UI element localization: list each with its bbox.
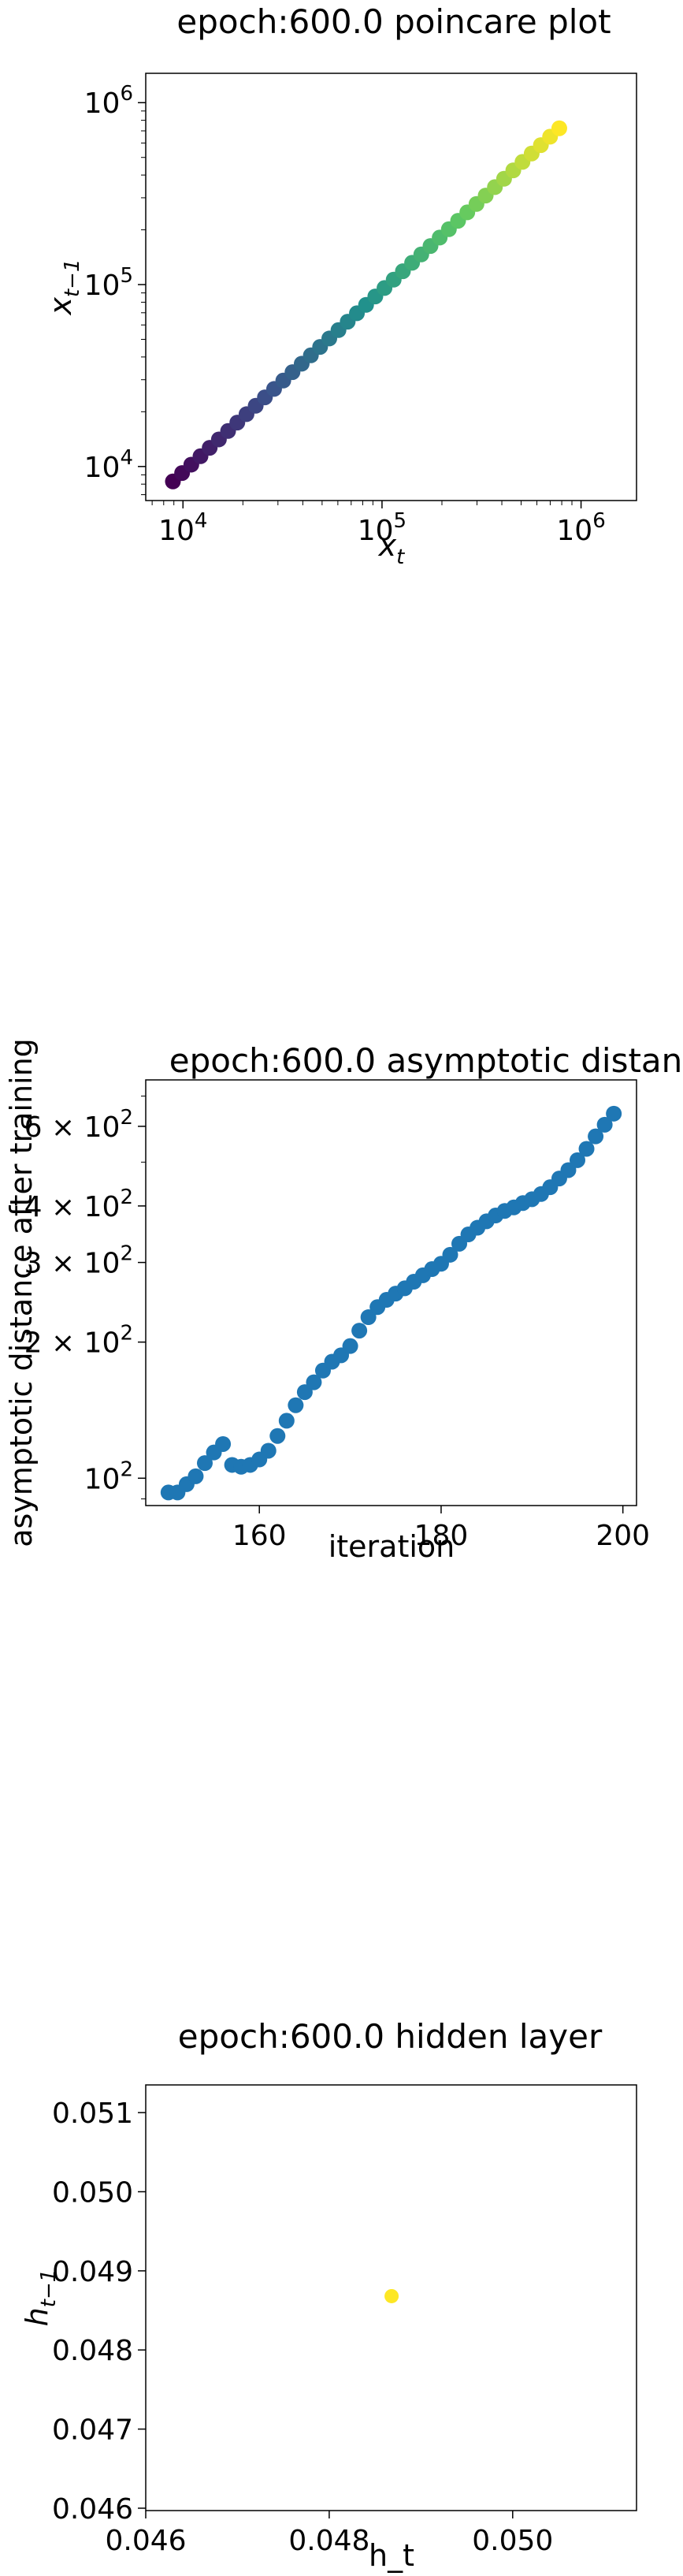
y-tick-label: 6 × 102 (24, 1106, 133, 1144)
y-tick-label: 0.049 (52, 2256, 133, 2288)
chart-3: epoch:600.0 hidden layer 0.046 0.048 0.050 0… (20, 2017, 637, 2573)
data-point (570, 1152, 586, 1168)
y-tick-label: 4 × 102 (24, 1186, 133, 1223)
x-tick-label: 160 (232, 1520, 287, 1552)
x-tick-label: 0.048 (288, 2525, 369, 2557)
x-tick-label: 180 (414, 1520, 469, 1552)
chart-title: epoch:600.0 hidden layer (178, 2017, 603, 2056)
x-tick-label: 0.046 (105, 2525, 186, 2557)
data-point (306, 1374, 322, 1390)
data-point (551, 120, 567, 136)
data-point (260, 1442, 277, 1459)
data-point (578, 1141, 595, 1157)
data-point (384, 2288, 399, 2303)
data-point (187, 1468, 204, 1484)
data-point (269, 1428, 286, 1444)
y-tick-label: 0.050 (52, 2177, 133, 2209)
y-tick-label: 104 (84, 446, 133, 484)
y-tick-label: 0.048 (52, 2335, 133, 2367)
y-tick-label: 0.047 (52, 2414, 133, 2447)
chart-2: epoch:600.0 asymptotic distance 160 180 200… (4, 1038, 683, 1564)
y-axis-label: asymptotic distance after training (4, 1038, 39, 1547)
data-point (588, 1128, 604, 1145)
x-tick-label: 104 (158, 509, 207, 547)
plot-frame (145, 2084, 637, 2511)
y-tick-label: 105 (84, 264, 133, 302)
y-tick-label: 2 × 102 (24, 1322, 133, 1360)
data-point (215, 1435, 232, 1452)
y-tick-label: 3 × 102 (24, 1242, 133, 1280)
data-point (342, 1338, 358, 1354)
data-point (560, 1162, 577, 1178)
x-tick-label: 0.050 (472, 2525, 553, 2557)
data-point (442, 1246, 458, 1263)
data-point (288, 1397, 304, 1413)
x-tick-label: 105 (358, 509, 406, 547)
y-tick-label: 102 (84, 1457, 133, 1495)
data-point (596, 1116, 613, 1133)
plot-frame (145, 1079, 637, 1506)
chart-title: epoch:600.0 asymptotic distance (169, 1041, 683, 1080)
chart-1: epoch:600.0 poincare plot 104 105 106 104 105… (43, 2, 637, 569)
y-tick-label: 0.051 (52, 2098, 133, 2130)
x-tick-label: 200 (596, 1520, 650, 1552)
data-point (360, 1309, 377, 1326)
data-point (351, 1323, 368, 1339)
data-point (606, 1105, 622, 1122)
y-tick-label: 106 (84, 82, 133, 120)
x-axis-label: h_t (369, 2538, 414, 2573)
x-tick-label: 106 (556, 509, 605, 547)
plot-frame (145, 73, 637, 501)
y-axis-label: xt−1 (43, 259, 84, 315)
data-point (278, 1413, 295, 1429)
chart-title: epoch:600.0 poincare plot (176, 2, 611, 41)
data-point (196, 1455, 213, 1472)
x-axis-label: iteration (329, 1529, 455, 1564)
x-axis-label: xt (378, 528, 406, 569)
y-tick-label: 0.046 (52, 2493, 133, 2526)
y-axis-label: ht−1 (20, 2269, 61, 2327)
